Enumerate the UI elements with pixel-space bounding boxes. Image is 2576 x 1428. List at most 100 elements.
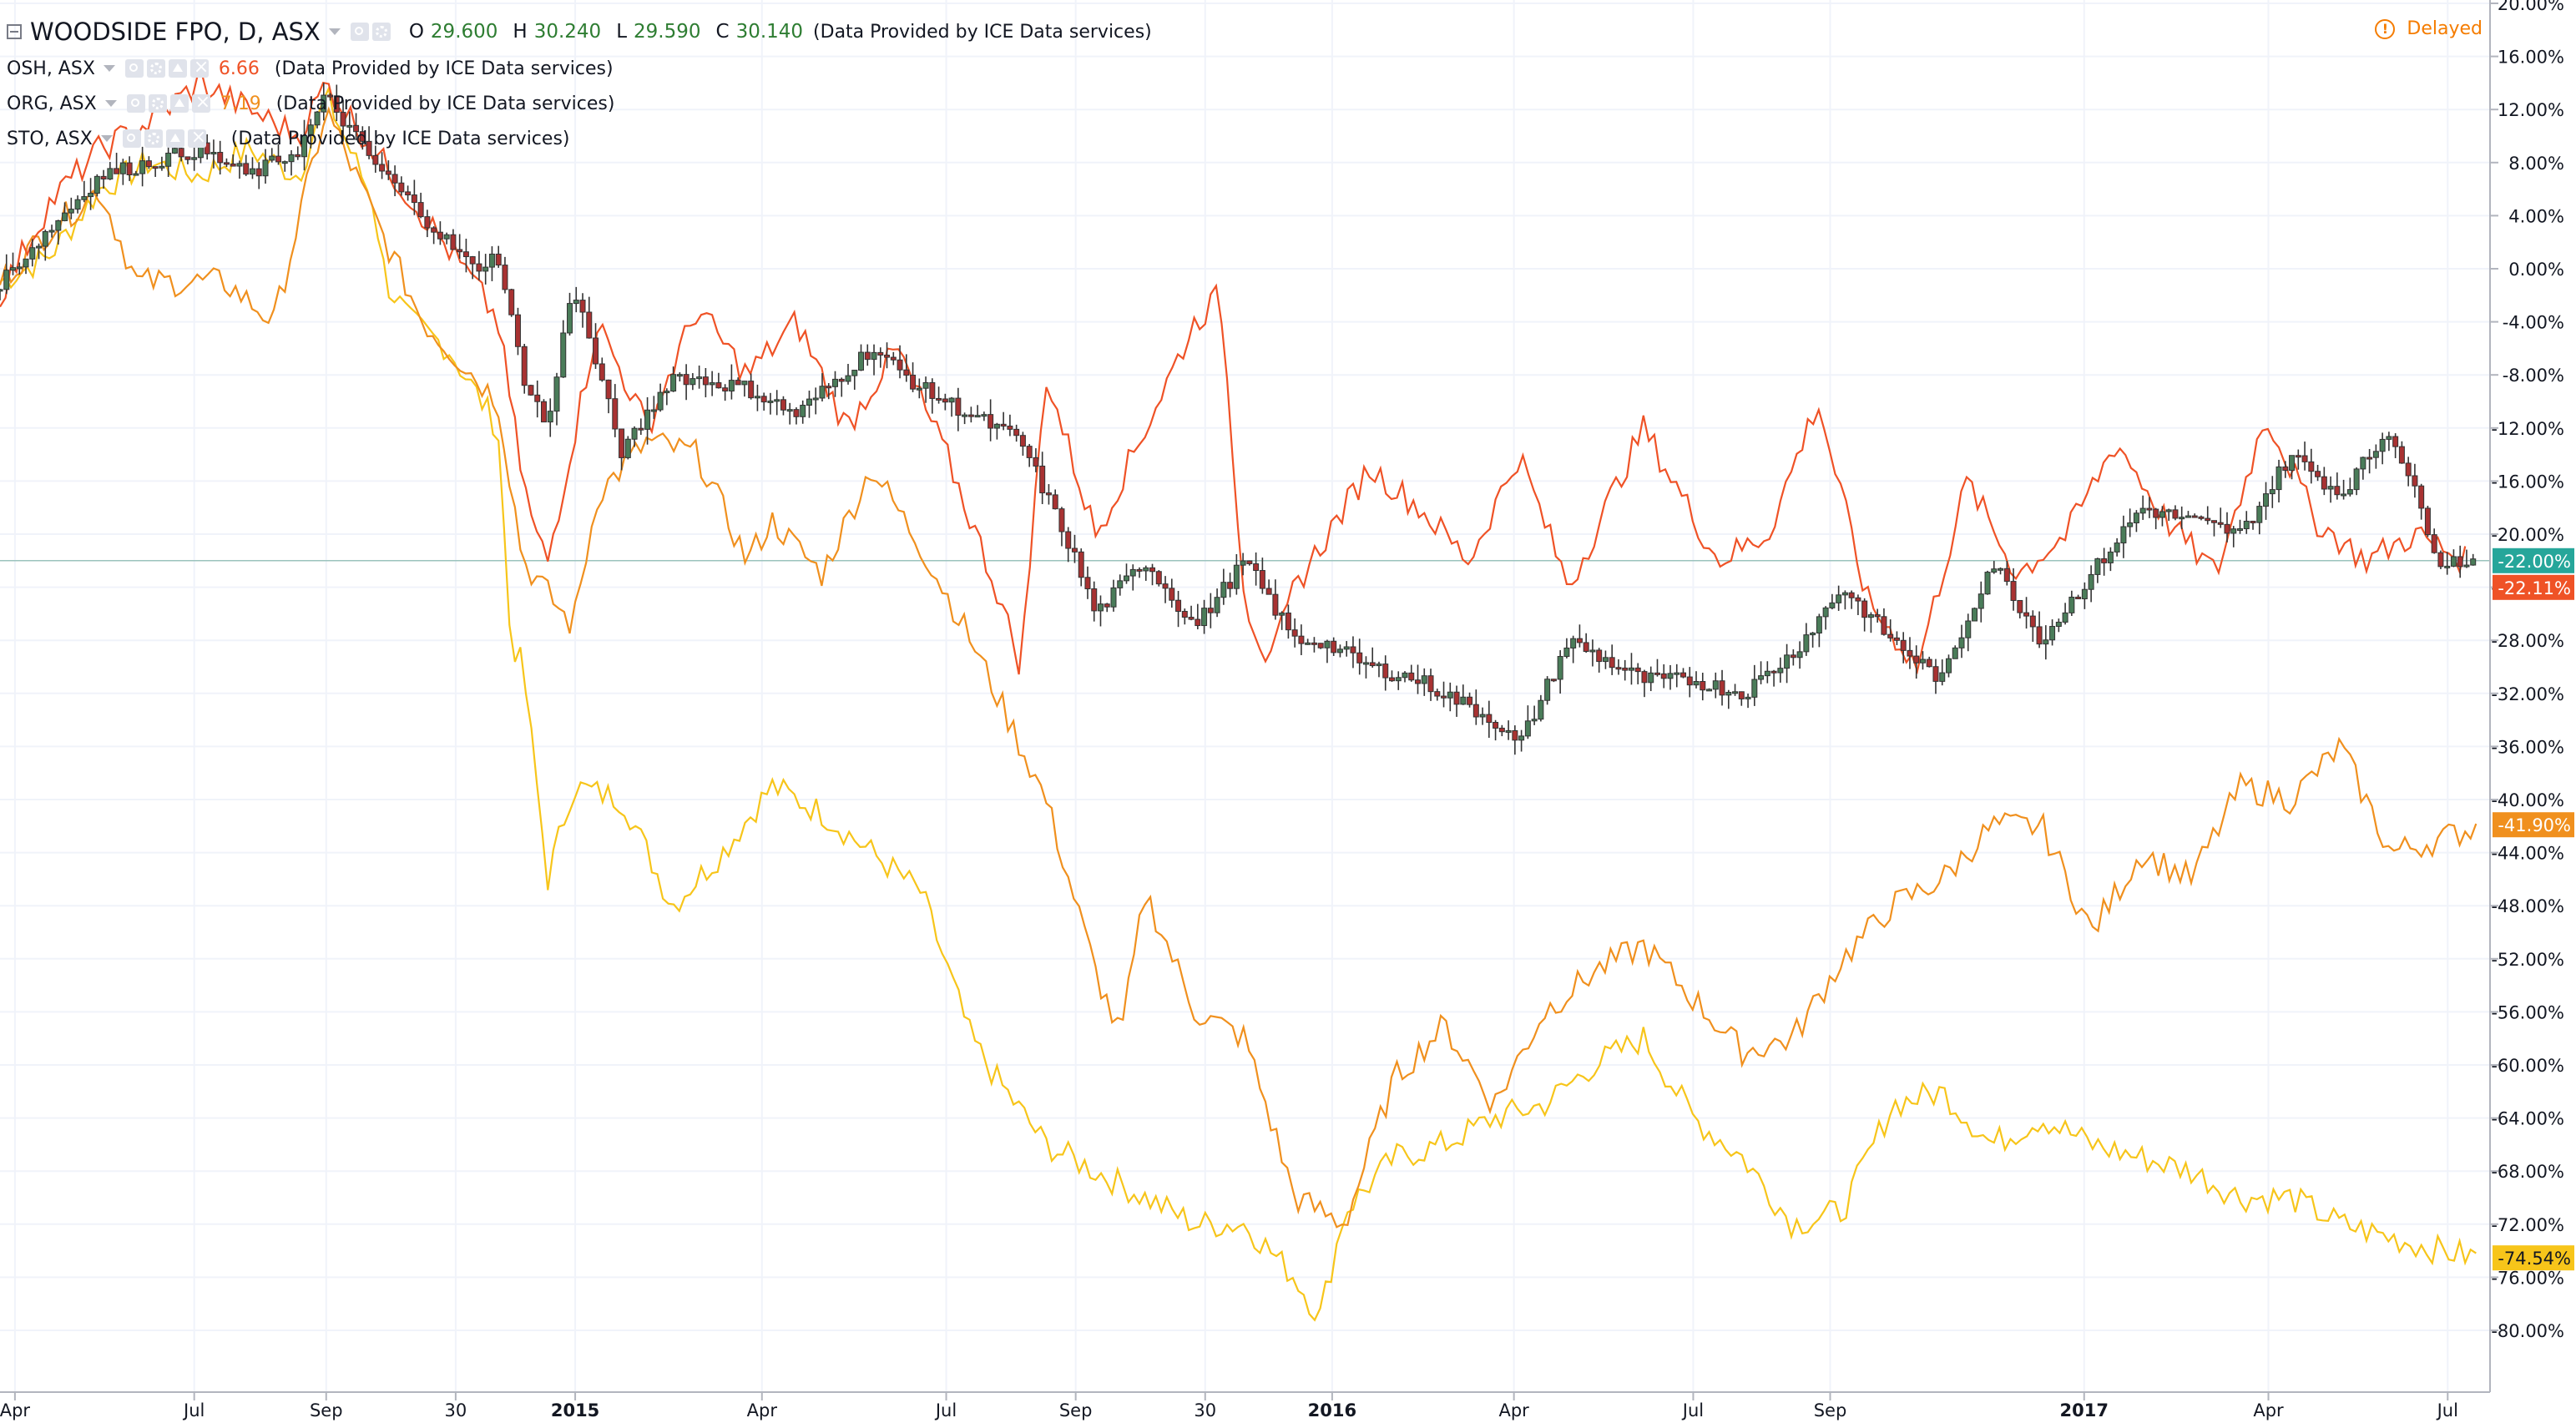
candle-body bbox=[910, 375, 917, 390]
candle-body bbox=[1220, 582, 1227, 598]
candle-body bbox=[2003, 568, 2010, 583]
candle-body bbox=[514, 314, 521, 347]
candle-body bbox=[936, 397, 942, 401]
candle-body bbox=[1680, 672, 1687, 678]
candle-body bbox=[417, 202, 424, 218]
close-icon[interactable] bbox=[189, 57, 209, 78]
gear-icon[interactable] bbox=[144, 129, 163, 148]
main-symbol-title[interactable]: WOODSIDE FPO, D, ASX bbox=[30, 18, 321, 46]
candle-body bbox=[1719, 680, 1725, 696]
compare-label[interactable]: STO, ASX bbox=[7, 128, 93, 149]
candle-body bbox=[502, 265, 508, 290]
candle-body bbox=[1770, 670, 1777, 674]
y-tick-label: -48.00% bbox=[2491, 896, 2564, 916]
compare-row-org[interactable]: ORG, ASX 7.19 (Data Provided by ICE Data… bbox=[7, 87, 614, 120]
candle-body bbox=[864, 351, 871, 361]
candle-body bbox=[1007, 426, 1013, 430]
close-icon[interactable] bbox=[187, 127, 206, 148]
candle-body bbox=[1201, 608, 1208, 627]
move-up-icon[interactable] bbox=[169, 94, 189, 113]
close-icon[interactable] bbox=[191, 92, 210, 113]
exclamation-circle-icon: ! bbox=[2375, 18, 2396, 39]
last-value-tag: -22.11% bbox=[2493, 574, 2574, 600]
y-tick-label: 0.00% bbox=[2508, 260, 2564, 280]
candle-body bbox=[1674, 672, 1680, 675]
candle-body bbox=[204, 142, 210, 154]
chevron-down-icon[interactable] bbox=[328, 28, 341, 35]
candle-body bbox=[748, 381, 755, 399]
candle-body bbox=[2120, 526, 2127, 544]
candle-body bbox=[1907, 649, 1913, 657]
chevron-down-icon[interactable] bbox=[104, 100, 117, 107]
delayed-status[interactable]: ! Delayed bbox=[2375, 18, 2483, 39]
candle-body bbox=[462, 251, 469, 258]
candle-body bbox=[55, 219, 62, 231]
candle-body bbox=[774, 399, 780, 402]
candle-body bbox=[1084, 577, 1091, 590]
candle-body bbox=[443, 234, 450, 240]
candle-body bbox=[1124, 575, 1130, 582]
chevron-down-icon[interactable] bbox=[100, 135, 113, 142]
candle-body bbox=[2334, 486, 2341, 496]
candle-body bbox=[48, 230, 55, 233]
candle-body bbox=[10, 267, 17, 271]
candle-body bbox=[2198, 516, 2205, 519]
candle-body bbox=[981, 414, 987, 417]
chevron-down-icon[interactable] bbox=[103, 65, 115, 72]
candle-body bbox=[488, 253, 495, 268]
candle-body bbox=[2250, 520, 2256, 523]
candle-body bbox=[2308, 461, 2315, 472]
y-tick-label: 4.00% bbox=[2508, 206, 2564, 226]
candle-body bbox=[1893, 637, 1900, 641]
eye-icon[interactable] bbox=[126, 94, 145, 113]
candle-body bbox=[1550, 679, 1557, 682]
gear-icon[interactable] bbox=[148, 94, 167, 113]
eye-icon[interactable] bbox=[124, 59, 144, 78]
y-tick-label: -68.00% bbox=[2491, 1162, 2564, 1182]
candle-body bbox=[2036, 626, 2043, 645]
main-symbol-row[interactable]: WOODSIDE FPO, D, ASX O 29.600 H 30.240 L… bbox=[7, 15, 1152, 48]
candle-body bbox=[275, 155, 281, 163]
candle-body bbox=[262, 159, 269, 177]
eye-icon[interactable] bbox=[122, 129, 141, 148]
compare-label[interactable]: ORG, ASX bbox=[7, 93, 97, 114]
candle-body bbox=[786, 409, 793, 412]
candle-body bbox=[1324, 640, 1331, 648]
candle-body bbox=[1693, 681, 1700, 686]
candle-body bbox=[3, 270, 10, 290]
candle-body bbox=[457, 249, 463, 253]
candle-body bbox=[2172, 509, 2179, 519]
x-tick-label: 30 bbox=[445, 1400, 467, 1420]
candle-body bbox=[1117, 580, 1124, 588]
candle-body bbox=[967, 414, 974, 417]
grid-lines bbox=[0, 0, 2490, 1392]
candle-body bbox=[321, 94, 327, 113]
candle-body bbox=[2424, 507, 2431, 536]
compare-row-osh[interactable]: OSH, ASX 6.66 (Data Provided by ICE Data… bbox=[7, 52, 614, 85]
candle-body bbox=[1965, 620, 1972, 638]
candle-body bbox=[599, 363, 605, 381]
compare-row-sto[interactable]: STO, ASX (Data Provided by ICE Data serv… bbox=[7, 122, 570, 155]
candle-body bbox=[450, 234, 457, 250]
move-up-icon[interactable] bbox=[168, 59, 187, 78]
candle-body bbox=[858, 351, 865, 371]
candle-body bbox=[715, 382, 722, 389]
gear-icon[interactable] bbox=[146, 59, 165, 78]
gear-icon[interactable] bbox=[371, 23, 391, 41]
x-tick-label: Apr bbox=[2253, 1400, 2284, 1420]
eye-icon[interactable] bbox=[350, 23, 369, 41]
candle-body bbox=[1706, 689, 1713, 692]
collapse-icon[interactable] bbox=[7, 24, 22, 39]
candle-body bbox=[1395, 677, 1402, 682]
candle-body bbox=[929, 381, 936, 399]
compare-label[interactable]: OSH, ASX bbox=[7, 58, 95, 79]
y-tick-label: -80.00% bbox=[2491, 1321, 2564, 1341]
candle-body bbox=[366, 140, 372, 156]
series-line-org bbox=[0, 106, 2478, 1229]
candle-body bbox=[1881, 616, 1887, 635]
y-tick-label: -20.00% bbox=[2491, 525, 2564, 545]
candle-body bbox=[2366, 457, 2373, 460]
candle-body bbox=[68, 209, 74, 214]
move-up-icon[interactable] bbox=[165, 129, 184, 148]
